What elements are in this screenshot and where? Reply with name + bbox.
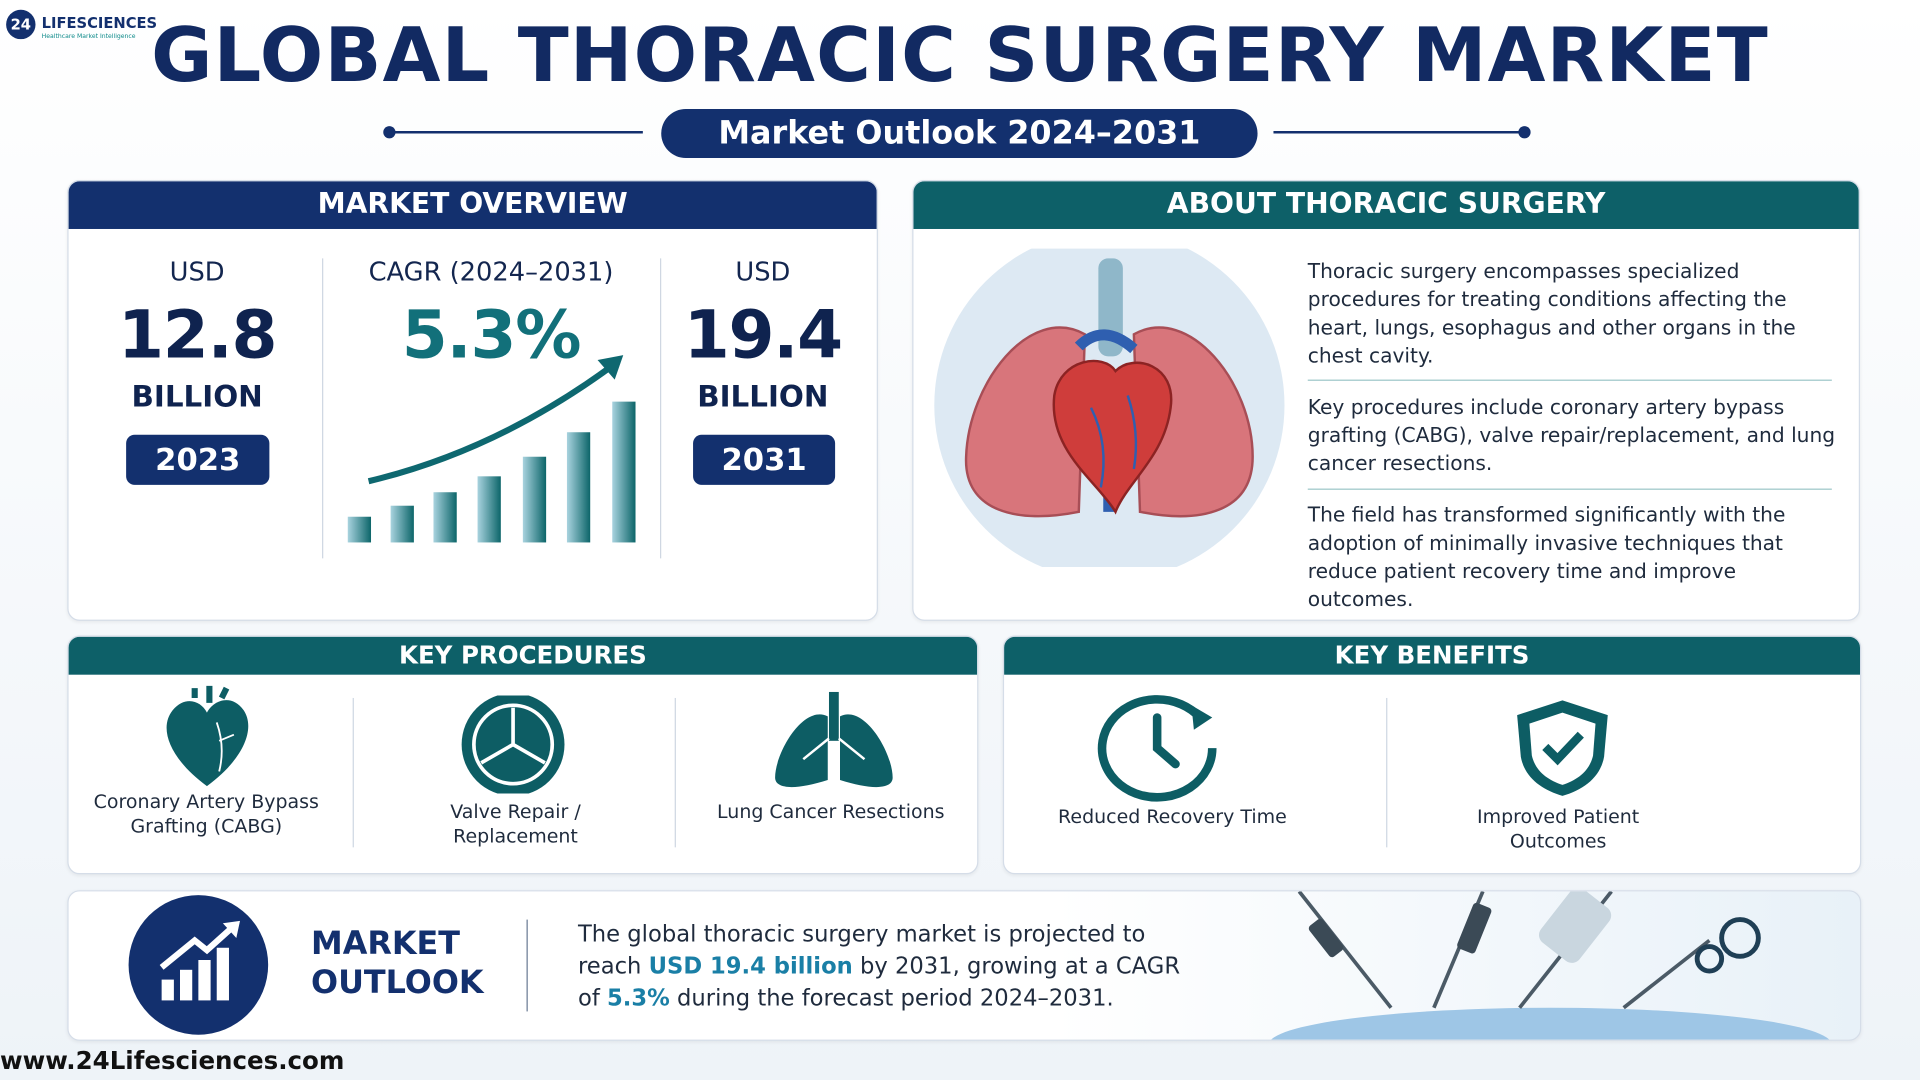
panel-title: MARKET OVERVIEW <box>68 181 877 229</box>
logo-tagline: Healthcare Market Intelligence <box>41 33 136 41</box>
procedures-panel: KEY PROCEDURES Coronary Artery Bypass Gr… <box>67 635 979 875</box>
divider <box>660 258 662 559</box>
procedure-label: Lung Cancer Resections <box>717 800 945 823</box>
divider <box>1307 379 1832 381</box>
divider <box>674 697 676 848</box>
paragraph: Key procedures include coronary artery b… <box>1307 395 1836 476</box>
heart-icon <box>166 685 249 787</box>
growth-graphic <box>347 355 636 543</box>
footer-url: www.24Lifesciences.com <box>0 1045 345 1076</box>
logo-badge: 24 <box>10 15 32 34</box>
subtitle-rules <box>383 126 1531 139</box>
outlook-highlight: USD 19.4 billion <box>648 953 853 980</box>
clock-icon <box>1097 695 1217 802</box>
stat-label: USD <box>169 257 225 287</box>
panel-title: KEY PROCEDURES <box>68 636 978 675</box>
benefit-label: Reduced Recovery Time <box>1058 805 1287 828</box>
outlook-text-part: The global thoracic surgery market is pr… <box>577 922 1146 980</box>
title: GLOBAL THORACIC SURGERY MARKET <box>151 12 1769 100</box>
subtitle: Market Outlook 2024–2031 <box>661 108 1258 158</box>
outlook-text-part: by 2031, growing at a CAGR of <box>577 953 1181 1012</box>
divider <box>352 697 354 848</box>
logo-name: LIFESCIENCES <box>41 14 158 32</box>
stat-value: 5.3% <box>401 296 582 374</box>
valve-icon <box>461 695 565 794</box>
lungs-icon <box>775 691 893 788</box>
heart-lungs-illustration <box>934 248 1285 567</box>
stat-year: 2031 <box>693 434 836 485</box>
divider <box>1307 488 1832 490</box>
stat-unit: BILLION <box>131 379 263 414</box>
outlook-text-part: during the forecast period 2024–2031. <box>669 985 1114 1012</box>
outlook-panel: MARKET OUTLOOK The global thoracic surge… <box>67 890 1862 1041</box>
stat-label: USD <box>735 257 791 287</box>
stat-unit: BILLION <box>697 379 829 414</box>
divider <box>526 919 528 1012</box>
stat-value: 12.8 <box>118 296 277 374</box>
outlook-icon <box>128 895 269 1035</box>
panel-title: ABOUT THORACIC SURGERY <box>913 181 1859 229</box>
stat-label: CAGR (2024–2031) <box>368 257 614 287</box>
paragraph: Thoracic surgery encompasses specialized… <box>1307 259 1796 368</box>
divider <box>1386 697 1388 848</box>
about-panel: ABOUT THORACIC SURGERY Thoracic surgery … <box>912 180 1861 621</box>
benefits-panel: KEY BENEFITS Reduced Recovery Time Impro… <box>1002 635 1862 875</box>
panel-title: KEY BENEFITS <box>1004 636 1861 675</box>
paragraph: The field has transformed significantly … <box>1307 503 1786 612</box>
stat-year: 2023 <box>126 434 270 485</box>
outlook-text: The global thoracic surgery market is pr… <box>578 920 1202 1016</box>
outlook-title: MARKET OUTLOOK <box>311 925 484 1002</box>
surgical-tools-illustration <box>1271 891 1830 1040</box>
shield-icon <box>1517 700 1608 796</box>
overview-panel: MARKET OVERVIEW USD 12.8 BILLION 2023 CA… <box>67 180 878 621</box>
outlook-highlight: 5.3% <box>607 985 670 1012</box>
procedure-label: Coronary Artery Bypass Grafting (CABG) <box>93 791 319 837</box>
divider <box>322 258 324 559</box>
logo-badge-shape <box>6 9 36 40</box>
benefit-label: Improved Patient Outcomes <box>1477 805 1640 852</box>
stat-value: 19.4 <box>683 296 843 374</box>
procedure-label: Valve Repair / Replacement <box>450 800 581 847</box>
